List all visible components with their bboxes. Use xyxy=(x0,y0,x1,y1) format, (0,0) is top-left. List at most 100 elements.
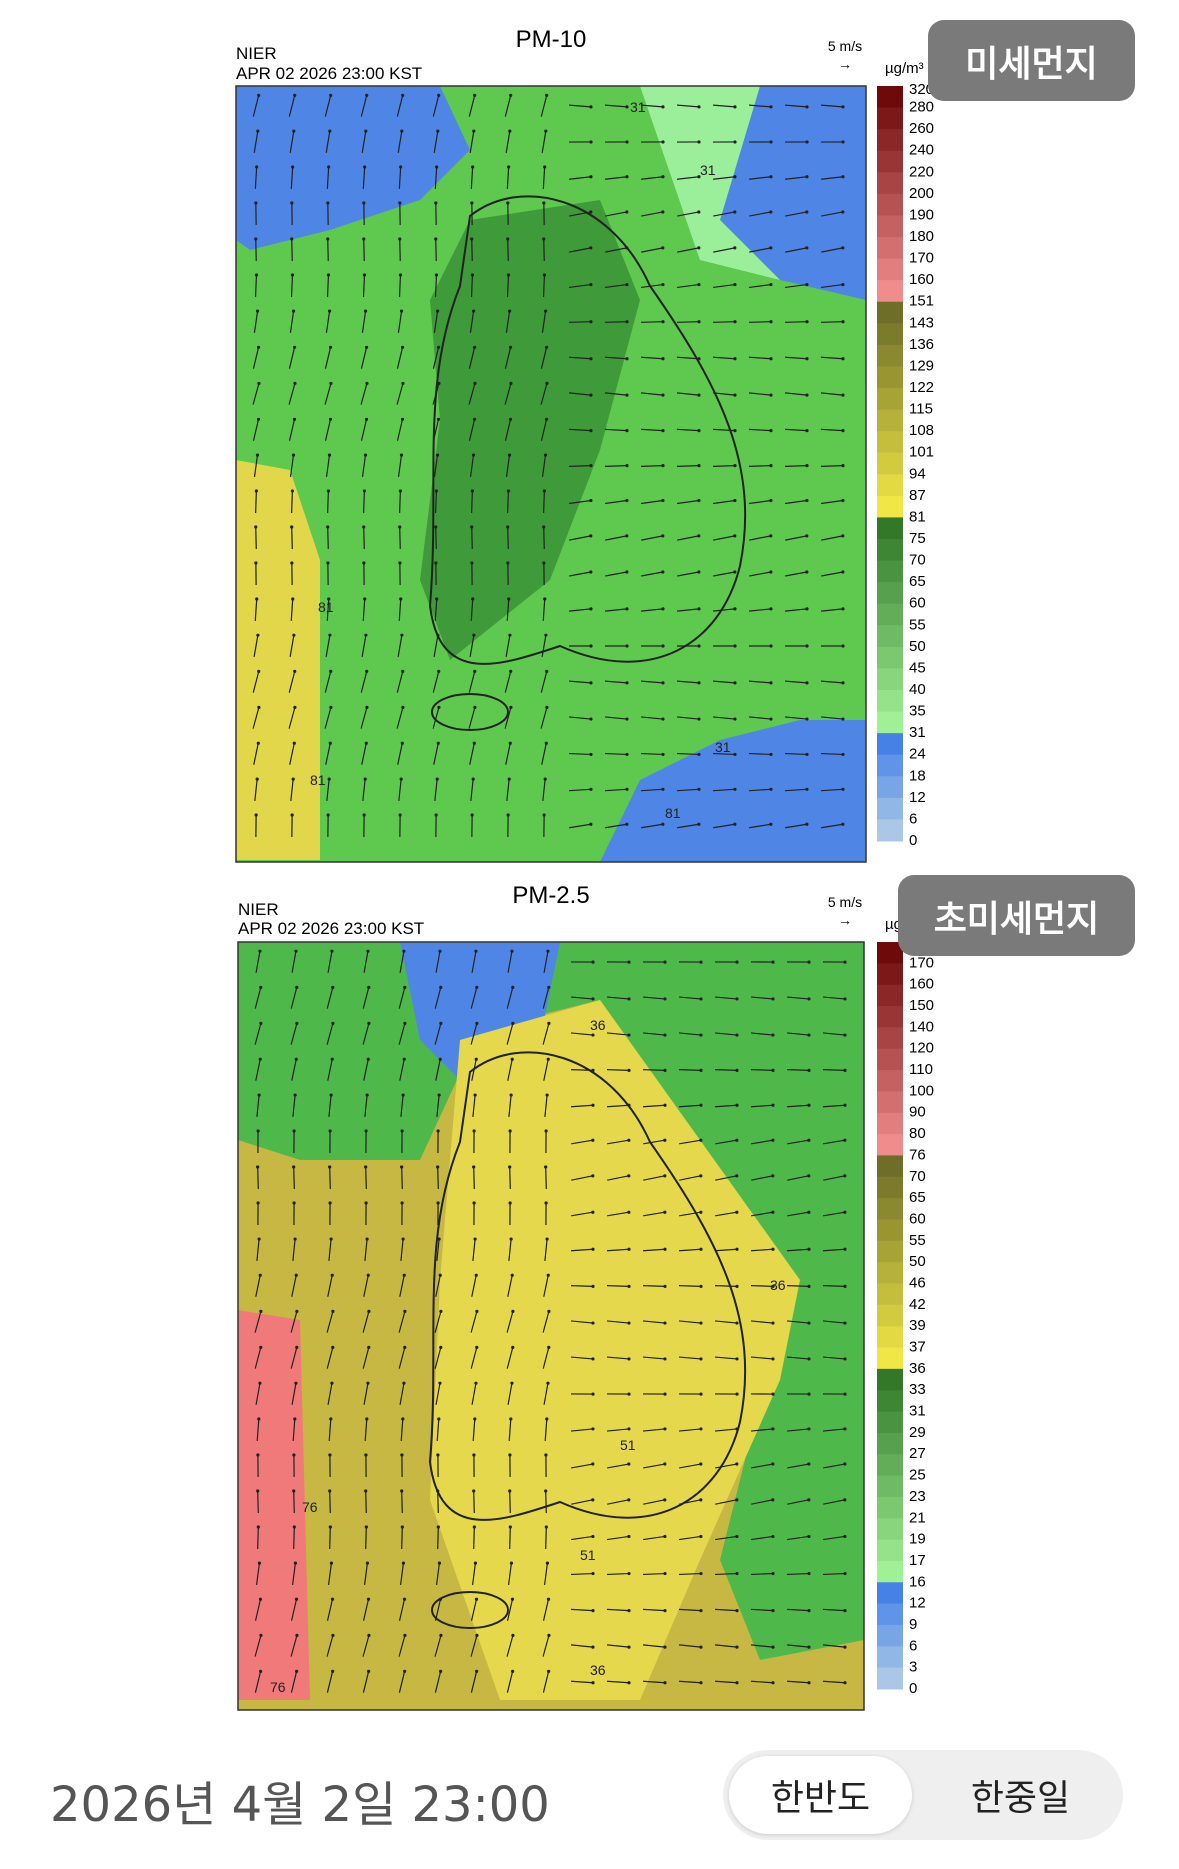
wind-arrow xyxy=(784,392,808,396)
wind-arrow xyxy=(677,211,699,217)
arrow-head xyxy=(807,1571,811,1576)
wind-arrow xyxy=(786,1356,810,1360)
arrow-head xyxy=(331,1633,335,1637)
arrow-head xyxy=(256,1525,260,1529)
wind-arrow xyxy=(570,1285,594,1287)
wind-arrow xyxy=(471,1059,477,1081)
wind-arrow xyxy=(361,455,367,477)
legend-band xyxy=(877,1091,903,1114)
contour-label: 36 xyxy=(590,1017,606,1033)
arrow-head xyxy=(733,498,737,503)
arrow-head xyxy=(625,607,629,611)
wind-arrow xyxy=(326,987,334,1009)
wind-arrow xyxy=(784,788,808,792)
source-label: NIER xyxy=(236,44,277,63)
arrow-head xyxy=(331,1021,335,1025)
arrow-head xyxy=(771,1534,775,1539)
tab[interactable]: 한중일 xyxy=(970,1778,1071,1819)
wind-arrow xyxy=(678,996,702,1000)
arrow-head xyxy=(255,597,259,601)
wind-arrow xyxy=(640,428,664,432)
wind-arrow xyxy=(714,1104,738,1108)
wind-arrow xyxy=(605,499,627,505)
arrow-head xyxy=(257,1561,262,1565)
arrow-head xyxy=(661,140,665,144)
arrow-head xyxy=(663,1498,667,1502)
contour-label: 36 xyxy=(590,1662,606,1678)
arrow-head xyxy=(473,705,477,709)
legend-tick-label: 320 xyxy=(909,81,934,98)
arrow-head xyxy=(474,1597,479,1601)
wind-arrow xyxy=(469,743,475,765)
legend-band xyxy=(877,711,903,734)
wind-arrow xyxy=(641,176,663,180)
arrow-head xyxy=(326,273,331,277)
arrow-head xyxy=(398,561,402,565)
legend-band xyxy=(877,1027,903,1050)
arrow-head xyxy=(661,498,665,503)
arrow-head xyxy=(627,1210,631,1214)
wind-arrow xyxy=(329,1526,331,1550)
arrow-head xyxy=(546,1381,550,1385)
wind-arrow xyxy=(643,1499,665,1505)
legend-band xyxy=(877,1646,903,1669)
arrow-head xyxy=(697,787,701,791)
arrow-head xyxy=(843,1321,847,1325)
wind-arrow xyxy=(749,571,771,577)
legend-tick-label: 21 xyxy=(909,1509,926,1526)
legend-tick-label: 108 xyxy=(909,422,934,439)
arrow-head xyxy=(542,525,546,529)
arrow-head xyxy=(841,429,845,433)
wind-arrow xyxy=(434,274,438,298)
legend-band xyxy=(877,1454,903,1477)
wind-arrow xyxy=(714,1680,738,1684)
arrow-head xyxy=(257,669,261,673)
legend-band xyxy=(877,495,903,518)
wind-arrow xyxy=(787,1211,809,1217)
wind-arrow xyxy=(290,1671,298,1693)
tab-selected[interactable]: 한반도 xyxy=(729,1756,912,1834)
wind-arrow xyxy=(607,1499,629,1505)
arrow-head xyxy=(771,1462,775,1466)
wind-arrow xyxy=(715,1139,737,1145)
wind-arrow xyxy=(570,1572,594,1576)
badge: 초미세먼지 xyxy=(898,875,1135,956)
arrow-head xyxy=(699,1103,703,1107)
wind-arrow xyxy=(541,455,547,477)
arrow-head xyxy=(292,1525,296,1529)
arrow-head xyxy=(470,525,474,529)
arrow-head xyxy=(365,1237,369,1241)
arrow-head xyxy=(771,1247,775,1251)
arrow-head xyxy=(507,453,512,457)
arrow-head xyxy=(735,1392,739,1396)
arrow-head xyxy=(294,949,298,953)
arrow-head xyxy=(328,345,333,349)
arrow-head xyxy=(699,960,703,964)
map-frame xyxy=(237,941,865,1711)
arrow-head xyxy=(364,1489,368,1493)
arrow-head xyxy=(625,644,629,648)
wind-arrow xyxy=(712,680,736,684)
wind-arrow xyxy=(568,680,592,684)
arrow-head xyxy=(401,381,405,386)
arrow-head xyxy=(364,1453,368,1457)
arrow-head xyxy=(769,357,773,361)
wind-arrow xyxy=(504,347,512,369)
wind-arrow xyxy=(820,752,844,756)
arrow-head xyxy=(841,140,845,144)
arrow-head xyxy=(366,949,370,953)
wind-arrow xyxy=(748,356,772,360)
wind-arrow xyxy=(605,176,627,180)
arrow-head xyxy=(697,320,701,324)
arrow-head xyxy=(591,1068,595,1072)
wind-arrow xyxy=(641,823,663,829)
arrow-head xyxy=(771,997,775,1001)
wind-arrow xyxy=(713,823,735,829)
wind-arrow xyxy=(823,1211,845,1217)
arrow-head xyxy=(805,464,809,468)
arrow-head xyxy=(545,1093,549,1097)
arrow-head xyxy=(327,777,331,781)
arrow-head xyxy=(290,273,295,277)
wind-arrow xyxy=(540,419,548,441)
arrow-head xyxy=(807,1462,811,1466)
